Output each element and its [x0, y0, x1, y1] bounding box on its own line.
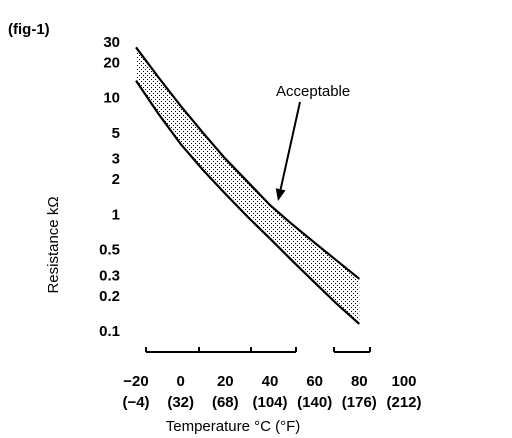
x-tick-label: 20	[217, 373, 234, 390]
x-tick-sublabel: (140)	[297, 394, 332, 411]
lower-limit-line	[135, 79, 361, 325]
y-tick-label: 10	[103, 90, 120, 107]
acceptable-band-fill	[136, 47, 360, 324]
y-tick-label: 30	[103, 34, 120, 51]
x-tick-label: 80	[351, 373, 368, 390]
series-lines	[135, 46, 361, 325]
x-tick-sublabel: (212)	[386, 394, 421, 411]
y-tick-label: 0.2	[99, 288, 120, 305]
y-axis-title: Resistance kΩ	[45, 196, 62, 293]
annotation-arrow-head	[275, 188, 286, 201]
y-tick-labels: 30 20 10 5 3 2 1 0.5 0.3 0.2 0.1	[99, 34, 120, 340]
x-tick-labels: −20 (−4) 0 (32) 20 (68) 40 (104) 60 (140) 80 (176) 1…	[122, 373, 421, 411]
x-tick-sublabel: (68)	[212, 394, 239, 411]
y-tick-label: 1	[112, 206, 120, 223]
x-axis	[145, 347, 371, 353]
x-tick-label: 100	[391, 373, 416, 390]
y-tick-label: 20	[103, 55, 120, 72]
annotation-arrow-line	[279, 101, 301, 190]
annotation-label: Acceptable	[276, 83, 350, 100]
y-tick-label: 2	[112, 171, 120, 188]
x-axis-title: Temperature °C (°F)	[166, 418, 301, 435]
y-tick-label: 5	[112, 125, 120, 142]
acceptable-band	[136, 47, 360, 324]
figure-label: (fig-1)	[8, 21, 50, 38]
x-tick-label: 0	[177, 373, 185, 390]
x-tick-sublabel: (176)	[342, 394, 377, 411]
y-tick-label: 0.5	[99, 242, 120, 259]
x-tick-sublabel: (104)	[252, 394, 287, 411]
annotation: Acceptable	[275, 83, 350, 201]
x-tick-label: 60	[306, 373, 323, 390]
x-tick-sublabel: (−4)	[122, 394, 149, 411]
x-tick-label: 40	[262, 373, 279, 390]
upper-limit-line	[135, 46, 360, 280]
x-tick-sublabel: (32)	[167, 394, 194, 411]
y-tick-label: 0.1	[99, 323, 120, 340]
y-tick-label: 0.3	[99, 267, 120, 284]
y-tick-label: 3	[112, 151, 120, 168]
x-tick-label: −20	[123, 373, 148, 390]
